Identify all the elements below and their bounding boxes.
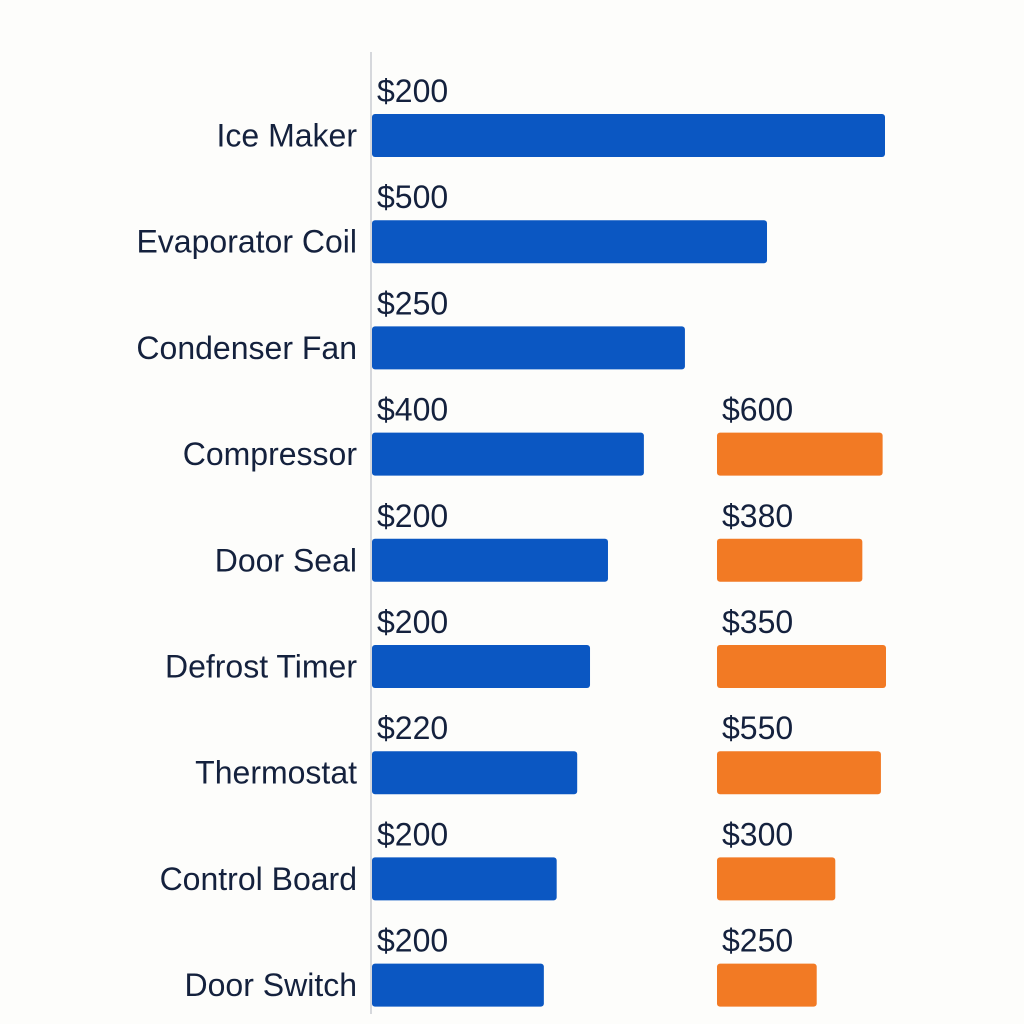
value-label: $200: [377, 923, 448, 959]
bar-series-2: [717, 963, 817, 1007]
bar-series-1: [372, 220, 768, 264]
bar-series-2: [717, 432, 883, 476]
value-label: $380: [722, 498, 793, 534]
value-label: $300: [722, 816, 793, 852]
bar-series-2: [717, 857, 836, 901]
value-label: $250: [377, 285, 448, 321]
category-label: Door Switch: [185, 967, 358, 1003]
value-label: $400: [377, 392, 448, 428]
category-label: Ice Maker: [217, 118, 358, 154]
bar-series-2: [717, 751, 881, 795]
bar-series-1: [372, 857, 557, 901]
bar-series-1: [372, 963, 544, 1007]
value-label: $600: [722, 392, 793, 428]
bar-series-1: [372, 326, 685, 370]
category-label: Thermostat: [195, 755, 357, 791]
category-label: Defrost Timer: [165, 649, 357, 685]
category-label: Door Seal: [215, 542, 357, 578]
value-label: $350: [722, 604, 793, 640]
category-label: Control Board: [160, 861, 357, 897]
bar-series-1: [372, 751, 578, 795]
value-label: $500: [377, 179, 448, 215]
category-label: Compressor: [183, 436, 358, 472]
bar-series-1: [372, 645, 591, 688]
bar-series-2: [717, 645, 886, 688]
value-label: $550: [722, 710, 793, 746]
value-label: $200: [377, 816, 448, 852]
value-label: $250: [722, 923, 793, 959]
bar-series-1: [372, 114, 885, 157]
bar-series-1: [372, 538, 608, 582]
category-label: Evaporator Coil: [136, 224, 357, 260]
value-label: $200: [377, 73, 448, 109]
category-label: Condenser Fan: [136, 330, 357, 366]
value-label: $220: [377, 710, 448, 746]
bar-series-1: [372, 432, 644, 476]
bar-series-2: [717, 538, 863, 582]
value-label: $200: [377, 498, 448, 534]
value-label: $200: [377, 604, 448, 640]
